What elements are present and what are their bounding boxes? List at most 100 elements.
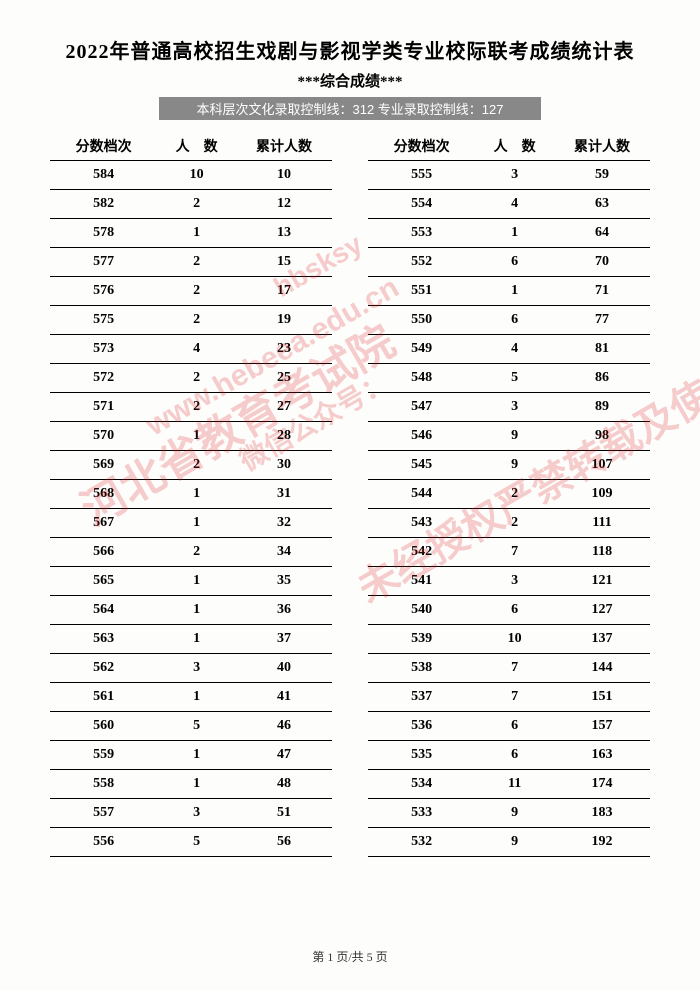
cell-score: 562 bbox=[50, 654, 157, 683]
cell-score: 541 bbox=[368, 567, 475, 596]
cell-cumulative: 70 bbox=[554, 248, 650, 277]
score-table-left: 分数档次 人 数 累计人数 58410105822125781135772155… bbox=[50, 130, 332, 857]
cell-score: 567 bbox=[50, 509, 157, 538]
table-row: 53411174 bbox=[368, 770, 650, 799]
cell-count: 7 bbox=[475, 654, 554, 683]
cell-count: 3 bbox=[475, 567, 554, 596]
table-row: 53910137 bbox=[368, 625, 650, 654]
cell-count: 1 bbox=[157, 741, 236, 770]
cell-cumulative: 36 bbox=[236, 596, 332, 625]
cell-score: 534 bbox=[368, 770, 475, 799]
table-row: 5329192 bbox=[368, 828, 650, 857]
cell-count: 6 bbox=[475, 306, 554, 335]
cell-count: 3 bbox=[475, 393, 554, 422]
table-row: 5413121 bbox=[368, 567, 650, 596]
table-row: 559147 bbox=[50, 741, 332, 770]
table-row: 5406127 bbox=[368, 596, 650, 625]
table-row: 548586 bbox=[368, 364, 650, 393]
page: 河北省教育考试院 www.hebeea.edu.cn hbsksy 微信公众号：… bbox=[0, 0, 700, 990]
cell-score: 548 bbox=[368, 364, 475, 393]
cell-cumulative: 81 bbox=[554, 335, 650, 364]
cell-count: 2 bbox=[157, 451, 236, 480]
cell-score: 543 bbox=[368, 509, 475, 538]
cell-score: 555 bbox=[368, 161, 475, 190]
table-row: 566234 bbox=[50, 538, 332, 567]
cell-cumulative: 174 bbox=[554, 770, 650, 799]
cell-score: 550 bbox=[368, 306, 475, 335]
cell-score: 584 bbox=[50, 161, 157, 190]
cell-cumulative: 27 bbox=[236, 393, 332, 422]
cell-cumulative: 157 bbox=[554, 712, 650, 741]
table-row: 5459107 bbox=[368, 451, 650, 480]
cell-cumulative: 77 bbox=[554, 306, 650, 335]
cell-count: 6 bbox=[475, 741, 554, 770]
table-row: 571227 bbox=[50, 393, 332, 422]
cell-cumulative: 89 bbox=[554, 393, 650, 422]
table-row: 5377151 bbox=[368, 683, 650, 712]
cell-cumulative: 192 bbox=[554, 828, 650, 857]
table-row: 550677 bbox=[368, 306, 650, 335]
col-score: 分数档次 bbox=[368, 130, 475, 161]
table-row: 551171 bbox=[368, 277, 650, 306]
col-cumulative: 累计人数 bbox=[554, 130, 650, 161]
table-row: 5366157 bbox=[368, 712, 650, 741]
cell-score: 582 bbox=[50, 190, 157, 219]
cell-cumulative: 71 bbox=[554, 277, 650, 306]
cell-cumulative: 13 bbox=[236, 219, 332, 248]
cell-count: 9 bbox=[475, 422, 554, 451]
table-row: 558148 bbox=[50, 770, 332, 799]
table-row: 5339183 bbox=[368, 799, 650, 828]
cell-count: 2 bbox=[157, 277, 236, 306]
table-row: 567132 bbox=[50, 509, 332, 538]
cell-score: 566 bbox=[50, 538, 157, 567]
cell-score: 572 bbox=[50, 364, 157, 393]
cell-score: 537 bbox=[368, 683, 475, 712]
cell-cumulative: 59 bbox=[554, 161, 650, 190]
cell-cumulative: 10 bbox=[236, 161, 332, 190]
cell-count: 2 bbox=[157, 248, 236, 277]
cell-cumulative: 151 bbox=[554, 683, 650, 712]
table-row: 5387144 bbox=[368, 654, 650, 683]
cell-score: 558 bbox=[50, 770, 157, 799]
cell-cumulative: 86 bbox=[554, 364, 650, 393]
cell-count: 1 bbox=[157, 683, 236, 712]
table-row: 556556 bbox=[50, 828, 332, 857]
cell-score: 569 bbox=[50, 451, 157, 480]
cell-score: 532 bbox=[368, 828, 475, 857]
cell-count: 3 bbox=[157, 654, 236, 683]
cell-cumulative: 34 bbox=[236, 538, 332, 567]
table-row: 547389 bbox=[368, 393, 650, 422]
cell-cumulative: 23 bbox=[236, 335, 332, 364]
cell-score: 559 bbox=[50, 741, 157, 770]
cell-count: 3 bbox=[157, 799, 236, 828]
table-row: 560546 bbox=[50, 712, 332, 741]
cell-count: 1 bbox=[157, 219, 236, 248]
cell-count: 4 bbox=[475, 190, 554, 219]
cell-cumulative: 127 bbox=[554, 596, 650, 625]
cell-count: 5 bbox=[157, 712, 236, 741]
cell-count: 10 bbox=[475, 625, 554, 654]
table-row: 549481 bbox=[368, 335, 650, 364]
cell-score: 552 bbox=[368, 248, 475, 277]
cell-count: 3 bbox=[475, 161, 554, 190]
table-row: 564136 bbox=[50, 596, 332, 625]
table-row: 5841010 bbox=[50, 161, 332, 190]
cell-score: 542 bbox=[368, 538, 475, 567]
cell-count: 4 bbox=[157, 335, 236, 364]
cell-count: 6 bbox=[475, 248, 554, 277]
cell-count: 10 bbox=[157, 161, 236, 190]
cell-cumulative: 137 bbox=[554, 625, 650, 654]
table-row: 570128 bbox=[50, 422, 332, 451]
table-row: 553164 bbox=[368, 219, 650, 248]
cell-count: 7 bbox=[475, 538, 554, 567]
cell-count: 1 bbox=[157, 567, 236, 596]
col-count: 人 数 bbox=[157, 130, 236, 161]
cell-score: 535 bbox=[368, 741, 475, 770]
table-row: 5427118 bbox=[368, 538, 650, 567]
cell-cumulative: 17 bbox=[236, 277, 332, 306]
score-table-right: 分数档次 人 数 累计人数 55535955446355316455267055… bbox=[368, 130, 650, 857]
page-subtitle: ***综合成绩*** bbox=[50, 70, 650, 91]
cell-cumulative: 109 bbox=[554, 480, 650, 509]
cell-cumulative: 144 bbox=[554, 654, 650, 683]
col-count: 人 数 bbox=[475, 130, 554, 161]
